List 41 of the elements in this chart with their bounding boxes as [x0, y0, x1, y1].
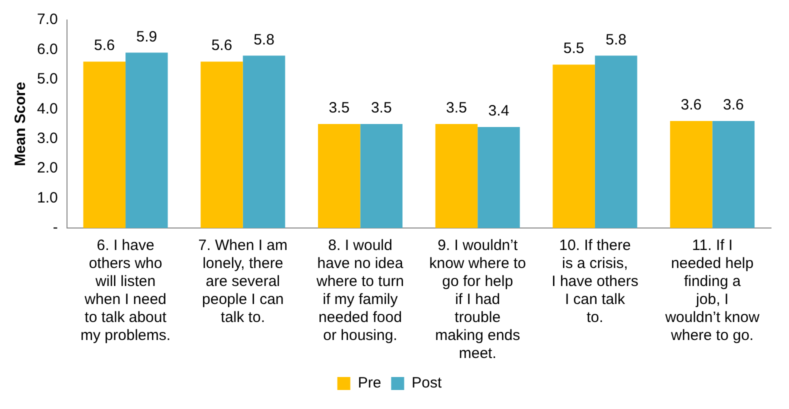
x-tick-label: 6. I have others who will listen when I need to talk about my problems.: [80, 237, 171, 344]
bar: [242, 56, 286, 228]
legend-label: Pre: [358, 374, 382, 392]
y-tick-label: 2.0: [36, 160, 58, 177]
data-label: 3.5: [446, 100, 467, 117]
y-tick-label: 6.0: [36, 40, 58, 58]
bar: [670, 121, 712, 228]
x-tick-label: 11. If I needed help finding a job, I wouldn’t know where to go.: [664, 237, 760, 344]
y-tick-label: 5.0: [36, 70, 58, 88]
bar: [200, 62, 243, 228]
data-label: 5.6: [94, 37, 115, 54]
bar: [126, 52, 168, 228]
x-tick-label: 8. I would have no idea where to turn if my family needed food or housing.: [315, 237, 404, 344]
y-tick-label: -: [52, 219, 58, 236]
data-label: 5.5: [563, 40, 584, 58]
y-tick-label: 4.0: [36, 100, 58, 118]
data-label: 3.6: [723, 96, 744, 114]
bar: [318, 124, 360, 228]
data-label: 5.8: [254, 31, 274, 48]
bar: [552, 64, 595, 228]
data-label: 3.6: [680, 96, 702, 114]
bar: [83, 62, 126, 228]
data-label: 3.5: [328, 100, 350, 117]
y-tick-label: 7.0: [36, 11, 58, 28]
x-tick-label: 7. When I am lonely, there are several people I can talk to.: [198, 237, 288, 326]
bar: [478, 126, 520, 228]
x-tick-label: 9. I wouldn’t know where to go for help if I had trouble making ends meet.: [429, 237, 526, 362]
legend-label: Post: [412, 374, 443, 392]
data-label: 5.9: [136, 28, 158, 46]
data-label: 5.6: [211, 37, 232, 54]
x-tick-label: 10. If there is a crisis, I have others I can talk to.: [552, 237, 638, 326]
bar: [435, 124, 478, 228]
data-label: 5.8: [606, 31, 627, 48]
y-tick-label: 1.0: [36, 189, 58, 206]
bar: [360, 124, 402, 228]
data-label: 3.5: [370, 100, 392, 117]
y-axis-title: Mean Score: [12, 82, 30, 166]
bar: [712, 121, 755, 228]
y-tick-label: 3.0: [36, 130, 58, 147]
bar: [594, 56, 638, 228]
data-label: 3.4: [488, 102, 510, 120]
